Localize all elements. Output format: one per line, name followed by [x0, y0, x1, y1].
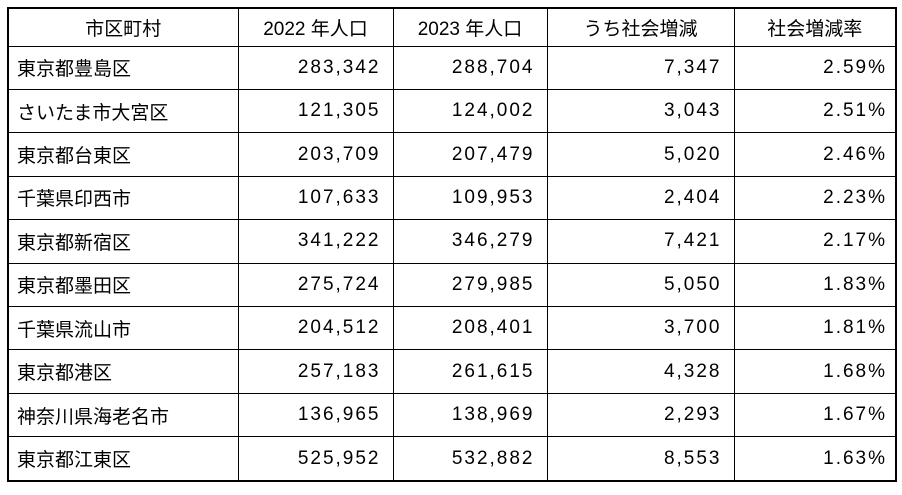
- municipality-cell: 東京都江東区: [7, 436, 239, 482]
- table-row: 東京都新宿区 341,222 346,279 7,421 2.17%: [7, 219, 897, 264]
- social-change-rate-cell: 2.23%: [733, 175, 897, 221]
- municipality-cell: 東京都新宿区: [7, 219, 239, 264]
- social-change-cell: 3,700: [546, 306, 735, 351]
- pop-2023-cell: 261,615: [392, 349, 548, 394]
- pop-2023-cell: 532,882: [392, 436, 548, 482]
- table-body: 東京都豊島区 283,342 288,704 7,347 2.59% さいたま市大宮区 12…: [7, 45, 897, 482]
- header-pop-2022: 2022 年人口: [237, 7, 394, 47]
- pop-2023-cell: 124,002: [392, 88, 548, 134]
- header-row: 市区町村 2022 年人口 2023 年人口 うち社会増減 社会増減率: [7, 7, 897, 47]
- social-change-rate-cell: 2.51%: [733, 88, 897, 134]
- pop-2022-cell: 121,305: [237, 88, 394, 134]
- social-change-rate-cell: 2.59%: [733, 45, 897, 90]
- header-municipality: 市区町村: [7, 7, 239, 47]
- header-social-change: うち社会増減: [546, 7, 735, 47]
- municipality-cell: 東京都墨田区: [7, 262, 239, 308]
- municipality-cell: 神奈川県海老名市: [7, 392, 239, 438]
- table-row: 東京都豊島区 283,342 288,704 7,347 2.59%: [7, 45, 897, 90]
- table-row: 神奈川県海老名市 136,965 138,969 2,293 1.67%: [7, 392, 897, 438]
- social-change-rate-cell: 2.17%: [733, 219, 897, 264]
- social-change-rate-cell: 2.46%: [733, 132, 897, 177]
- pop-2022-cell: 203,709: [237, 132, 394, 177]
- social-change-cell: 3,043: [546, 88, 735, 134]
- pop-2023-cell: 208,401: [392, 306, 548, 351]
- social-change-cell: 5,020: [546, 132, 735, 177]
- social-change-cell: 7,347: [546, 45, 735, 90]
- social-change-rate-cell: 1.83%: [733, 262, 897, 308]
- social-change-cell: 5,050: [546, 262, 735, 308]
- table-row: 千葉県印西市 107,633 109,953 2,404 2.23%: [7, 175, 897, 221]
- pop-2023-cell: 288,704: [392, 45, 548, 90]
- pop-2023-cell: 207,479: [392, 132, 548, 177]
- table-row: 東京都墨田区 275,724 279,985 5,050 1.83%: [7, 262, 897, 308]
- pop-2023-cell: 279,985: [392, 262, 548, 308]
- header-pop-2023: 2023 年人口: [392, 7, 548, 47]
- social-change-cell: 2,293: [546, 392, 735, 438]
- municipality-cell: 東京都港区: [7, 349, 239, 394]
- population-table: 市区町村 2022 年人口 2023 年人口 うち社会増減 社会増減率 東京都豊…: [7, 7, 897, 482]
- social-change-rate-cell: 1.63%: [733, 436, 897, 482]
- pop-2022-cell: 257,183: [237, 349, 394, 394]
- social-change-cell: 4,328: [546, 349, 735, 394]
- social-change-rate-cell: 1.67%: [733, 392, 897, 438]
- pop-2023-cell: 109,953: [392, 175, 548, 221]
- municipality-cell: 東京都台東区: [7, 132, 239, 177]
- pop-2022-cell: 204,512: [237, 306, 394, 351]
- municipality-cell: 千葉県流山市: [7, 306, 239, 351]
- pop-2022-cell: 107,633: [237, 175, 394, 221]
- pop-2023-cell: 346,279: [392, 219, 548, 264]
- table-row: さいたま市大宮区 121,305 124,002 3,043 2.51%: [7, 88, 897, 134]
- pop-2022-cell: 275,724: [237, 262, 394, 308]
- municipality-cell: 千葉県印西市: [7, 175, 239, 221]
- table-row: 東京都台東区 203,709 207,479 5,020 2.46%: [7, 132, 897, 177]
- municipality-cell: 東京都豊島区: [7, 45, 239, 90]
- header-social-change-rate: 社会増減率: [733, 7, 897, 47]
- table-row: 千葉県流山市 204,512 208,401 3,700 1.81%: [7, 306, 897, 351]
- pop-2022-cell: 341,222: [237, 219, 394, 264]
- social-change-cell: 7,421: [546, 219, 735, 264]
- pop-2022-cell: 525,952: [237, 436, 394, 482]
- municipality-cell: さいたま市大宮区: [7, 88, 239, 134]
- table-row: 東京都港区 257,183 261,615 4,328 1.68%: [7, 349, 897, 394]
- social-change-rate-cell: 1.81%: [733, 306, 897, 351]
- pop-2022-cell: 136,965: [237, 392, 394, 438]
- social-change-cell: 2,404: [546, 175, 735, 221]
- pop-2022-cell: 283,342: [237, 45, 394, 90]
- pop-2023-cell: 138,969: [392, 392, 548, 438]
- table-row: 東京都江東区 525,952 532,882 8,553 1.63%: [7, 436, 897, 482]
- social-change-cell: 8,553: [546, 436, 735, 482]
- social-change-rate-cell: 1.68%: [733, 349, 897, 394]
